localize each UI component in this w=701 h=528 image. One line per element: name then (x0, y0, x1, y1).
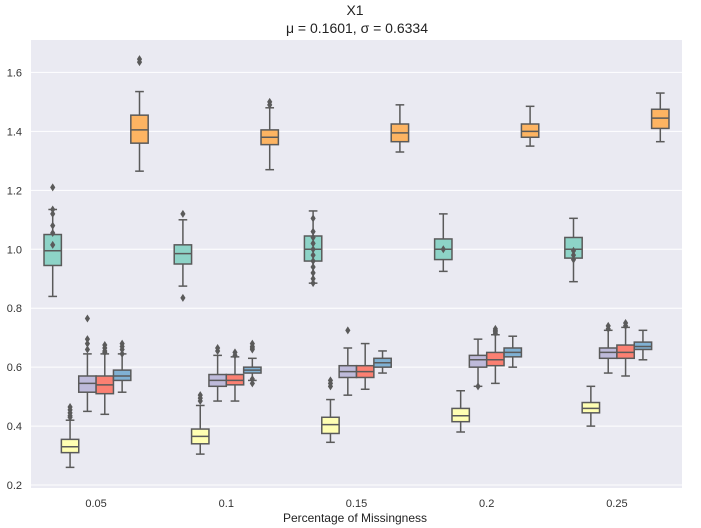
outlier-point (215, 346, 221, 355)
box-group (242, 339, 262, 388)
box-group (520, 105, 540, 147)
outlier-point (570, 251, 577, 260)
box-group (503, 335, 523, 368)
box-group (616, 318, 636, 377)
x-axis-label: Percentage of Missingness (283, 511, 427, 525)
y-tick-label: 0.6 (7, 362, 22, 374)
outlier-point (232, 351, 238, 360)
outlier-point (50, 229, 56, 238)
box-series (43, 55, 670, 469)
outlier-point (475, 382, 481, 391)
outlier-point (84, 345, 91, 354)
outlier-point (136, 58, 143, 67)
y-tick-label: 1.4 (7, 126, 22, 138)
outlier-point (249, 345, 255, 354)
y-tick-label: 1.2 (7, 185, 22, 197)
box-group (303, 210, 323, 288)
outlier-point (267, 100, 273, 109)
outlier-point (310, 227, 316, 236)
box-group (60, 402, 80, 469)
y-tick-label: 1.0 (7, 244, 22, 256)
outlier-point (249, 374, 255, 383)
box-group (485, 324, 505, 385)
y-axis-ticks: 0.2 0.4 0.6 0.8 1.0 1.2 1.4 1.6 (7, 67, 22, 492)
box-group (95, 341, 115, 416)
box-group (451, 389, 471, 433)
outlier-point (570, 246, 577, 255)
x-tick-label: 0.1 (219, 498, 234, 510)
outlier-point (84, 339, 91, 348)
outlier-point (180, 293, 186, 302)
outlier-point (50, 183, 56, 192)
outlier-point (310, 279, 316, 288)
y-tick-label: 0.8 (7, 303, 22, 315)
box-group (390, 104, 410, 153)
outlier-point (102, 348, 108, 357)
box-group (112, 339, 132, 393)
y-tick-label: 1.6 (7, 67, 22, 79)
outlier-point (327, 382, 334, 391)
box-group (650, 92, 670, 143)
outlier-point (345, 326, 351, 335)
outlier-point (50, 221, 56, 230)
y-tick-label: 0.4 (7, 421, 22, 433)
outlier-point (119, 349, 125, 358)
outlier-point (119, 345, 125, 354)
box-group (321, 376, 340, 444)
outlier-point (310, 268, 316, 277)
box (468, 354, 488, 368)
outlier-point (570, 255, 577, 264)
outlier-point (440, 245, 446, 254)
outlier-point (197, 397, 203, 406)
outlier-point (310, 233, 316, 242)
outlier-point (310, 245, 316, 254)
outlier-point (310, 262, 316, 271)
outlier-point (605, 324, 611, 333)
box-group (598, 321, 618, 374)
outlier-point (310, 239, 316, 248)
outlier-point (84, 314, 91, 323)
box-group (581, 385, 601, 427)
box-group (433, 213, 453, 273)
box-group (208, 344, 228, 402)
x-tick-label: 0.05 (85, 498, 106, 510)
x-tick-label: 0.15 (346, 498, 367, 510)
outlier-point (249, 379, 255, 388)
chart-title: X1 (346, 2, 363, 18)
box-group (190, 391, 210, 455)
outlier-point (492, 329, 498, 338)
outlier-point (50, 240, 56, 249)
outlier-point (50, 209, 56, 218)
box-group (338, 326, 358, 396)
box-group (43, 183, 63, 298)
box-group (355, 342, 375, 391)
outlier-point (622, 321, 629, 330)
chart-subtitle: μ = 0.1601, σ = 0.6334 (286, 20, 428, 36)
outlier-point (310, 251, 316, 260)
plot-area (31, 40, 682, 488)
outlier-point (310, 274, 316, 283)
box-group (260, 97, 280, 171)
box-group (130, 55, 149, 172)
x-tick-label: 0.25 (606, 498, 627, 510)
box-group (225, 348, 245, 402)
box-group (173, 209, 193, 302)
outlier-point (310, 214, 316, 223)
box-group (373, 350, 392, 374)
x-tick-label: 0.2 (479, 498, 494, 510)
outlier-point (67, 413, 73, 422)
outlier-point (180, 209, 186, 218)
outlier-point (84, 335, 91, 344)
outlier-point (50, 205, 56, 214)
box-group (633, 329, 653, 361)
outlier-point (310, 257, 316, 266)
y-tick-label: 0.2 (7, 480, 22, 492)
box-group (77, 314, 97, 413)
x-axis-ticks: 0.05 0.1 0.15 0.2 0.25 (85, 498, 627, 510)
box-group (564, 217, 583, 283)
